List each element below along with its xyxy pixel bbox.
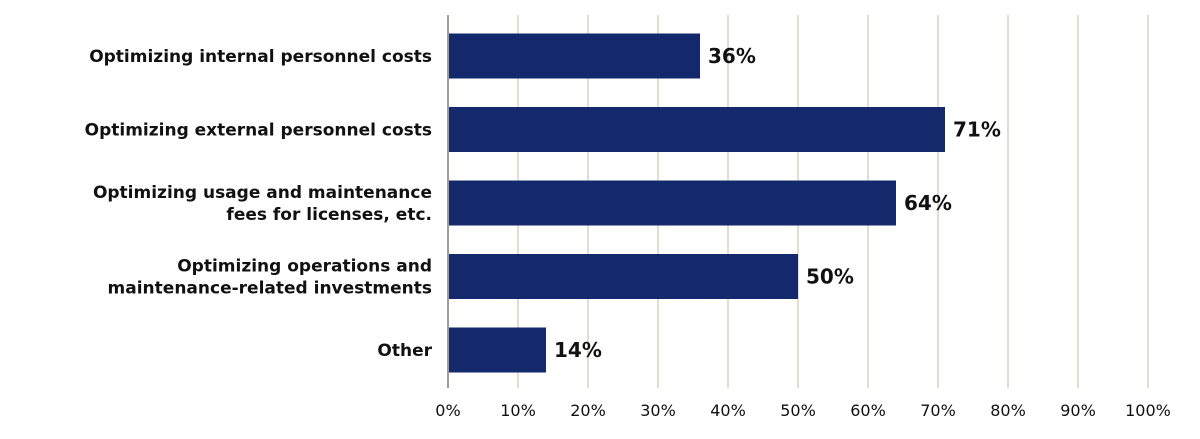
bar	[449, 327, 546, 373]
data-label: 71%	[953, 118, 1001, 142]
category-label: maintenance-related investments	[108, 279, 432, 299]
x-tick-label: 0%	[435, 401, 460, 420]
x-tick-label: 70%	[920, 401, 956, 420]
data-label: 50%	[806, 265, 854, 289]
x-tick-label: 30%	[640, 401, 676, 420]
category-label: Other	[377, 341, 432, 361]
data-label: 64%	[904, 191, 952, 215]
category-label: fees for licenses, etc.	[226, 205, 432, 225]
category-label: Optimizing external personnel costs	[85, 121, 432, 141]
x-tick-label: 90%	[1060, 401, 1096, 420]
x-tick-label: 40%	[710, 401, 746, 420]
x-tick-label: 80%	[990, 401, 1026, 420]
category-label: Optimizing internal personnel costs	[89, 47, 432, 67]
x-tick-label: 10%	[500, 401, 536, 420]
data-label: 14%	[554, 338, 602, 362]
x-tick-label: 20%	[570, 401, 606, 420]
category-label: Optimizing usage and maintenance	[93, 183, 432, 203]
bar	[449, 254, 798, 299]
bar	[449, 107, 945, 152]
data-label: 36%	[708, 44, 756, 68]
bar	[449, 33, 700, 79]
bar	[449, 180, 896, 226]
x-tick-label: 100%	[1125, 401, 1171, 420]
x-tick-label: 60%	[850, 401, 886, 420]
category-label: Optimizing operations and	[177, 257, 432, 277]
x-tick-label: 50%	[780, 401, 816, 420]
